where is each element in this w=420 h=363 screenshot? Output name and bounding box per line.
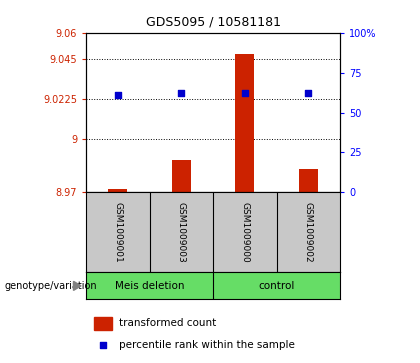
Text: control: control xyxy=(258,281,295,291)
Bar xyxy=(108,189,127,192)
Bar xyxy=(94,317,112,330)
Bar xyxy=(213,272,340,299)
Point xyxy=(305,90,312,96)
Text: genotype/variation: genotype/variation xyxy=(4,281,97,291)
Bar xyxy=(86,272,213,299)
Point xyxy=(99,342,106,348)
Text: GSM1009002: GSM1009002 xyxy=(304,202,313,263)
Point xyxy=(178,90,185,96)
Bar xyxy=(172,160,191,192)
Point xyxy=(241,90,248,96)
Text: GSM1009000: GSM1009000 xyxy=(240,202,249,263)
Text: GSM1009001: GSM1009001 xyxy=(113,202,122,263)
Text: GSM1009003: GSM1009003 xyxy=(177,202,186,263)
Point xyxy=(115,92,121,98)
Bar xyxy=(235,54,255,192)
Bar xyxy=(299,169,318,192)
Text: transformed count: transformed count xyxy=(119,318,216,328)
Title: GDS5095 / 10581181: GDS5095 / 10581181 xyxy=(146,16,281,29)
Text: Meis deletion: Meis deletion xyxy=(115,281,184,291)
Text: percentile rank within the sample: percentile rank within the sample xyxy=(119,340,295,350)
